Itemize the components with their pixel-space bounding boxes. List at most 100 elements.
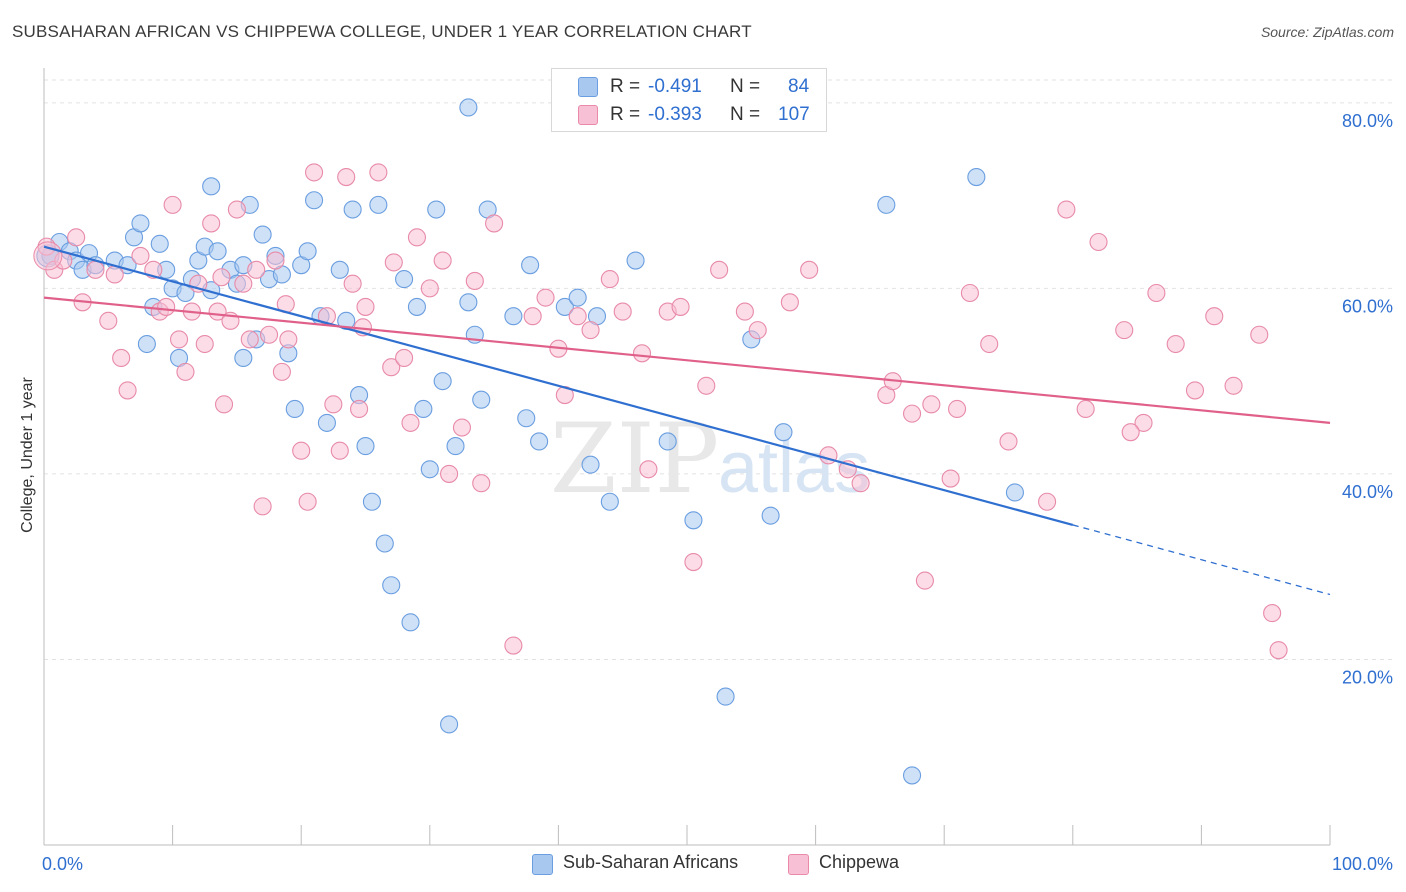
data-point: [208, 242, 227, 261]
data-point: [118, 381, 137, 400]
data-point-large: [33, 241, 63, 271]
data-point: [697, 376, 716, 395]
data-point: [414, 399, 433, 419]
data-point: [234, 348, 253, 368]
data-point: [433, 251, 452, 270]
data-point: [369, 195, 388, 214]
x-tick-label: 0.0%: [42, 854, 83, 874]
data-point: [212, 268, 231, 287]
data-point: [1076, 399, 1095, 419]
data-point: [369, 163, 388, 182]
y-tick-label: 60.0%: [1342, 296, 1393, 316]
data-point: [227, 200, 246, 219]
data-point: [967, 167, 986, 187]
data-point: [748, 321, 767, 340]
data-point: [1224, 376, 1243, 395]
y-tick-label: 80.0%: [1342, 111, 1393, 131]
data-point: [472, 390, 491, 409]
data-point: [600, 492, 619, 511]
tick-labels: 20.0% 40.0% 60.0% 80.0% 0.0% 100.0%: [42, 111, 1393, 874]
data-point: [395, 348, 414, 368]
data-point: [1057, 200, 1076, 219]
data-point: [761, 506, 780, 525]
data-point: [1269, 641, 1288, 660]
data-point: [362, 492, 381, 511]
data-point: [169, 330, 189, 349]
series-chippewa: [33, 163, 1288, 660]
data-point: [343, 274, 362, 293]
data-point: [240, 330, 259, 349]
data-point: [407, 228, 426, 247]
data-point: [298, 492, 317, 511]
data-point: [671, 297, 690, 316]
legend-n-label: N =: [730, 104, 761, 125]
data-point: [356, 437, 375, 456]
data-point: [684, 511, 703, 530]
data-point: [465, 271, 484, 291]
watermark-zip: ZIP: [550, 403, 719, 515]
data-point: [234, 274, 253, 293]
data-point: [902, 766, 922, 785]
series-sub-saharan-africans: [36, 98, 1024, 785]
data-point: [157, 297, 176, 316]
data-point: [684, 552, 703, 572]
legend-n-value: 84: [788, 76, 810, 97]
data-point: [658, 432, 677, 451]
chart-source: Source: ZipAtlas.com: [1260, 24, 1394, 40]
data-point: [948, 399, 967, 419]
data-point: [395, 270, 414, 289]
data-point: [292, 441, 311, 460]
legend-n-label: N =: [730, 76, 761, 97]
data-point: [202, 214, 221, 233]
legend-r-value: -0.491: [648, 76, 702, 97]
data-point: [420, 279, 439, 298]
data-point: [581, 455, 600, 474]
y-axis-label: College, Under 1 year: [19, 377, 36, 533]
grid-lines: [44, 79, 1392, 660]
data-point: [716, 687, 735, 706]
data-point: [774, 423, 793, 442]
data-point: [581, 321, 600, 340]
data-point: [253, 497, 272, 516]
data-point: [504, 636, 523, 655]
legend-r-label: R =: [610, 76, 641, 97]
data-point: [150, 234, 169, 253]
data-point: [401, 613, 420, 632]
data-point: [710, 260, 729, 279]
data-point: [632, 344, 652, 363]
data-point: [317, 413, 336, 432]
data-point: [568, 288, 587, 307]
data-point: [902, 404, 922, 423]
data-point: [472, 474, 491, 493]
data-point: [523, 307, 542, 326]
data-point: [1005, 483, 1024, 502]
data-point: [613, 302, 632, 321]
data-point: [305, 191, 324, 210]
legend-swatch-pink: [578, 105, 598, 125]
trend-lines: [43, 245, 1331, 596]
data-point: [922, 395, 941, 414]
data-point: [780, 293, 799, 312]
data-point: [298, 242, 317, 261]
data-point: [1121, 423, 1140, 442]
data-point: [324, 395, 343, 414]
legend-row-sub-saharan-africans: R = -0.491 N = 84: [552, 73, 826, 101]
data-point: [343, 200, 362, 219]
data-point: [536, 288, 555, 307]
data-point: [384, 253, 403, 272]
data-point: [915, 571, 934, 590]
chart-title: SUBSAHARAN AFRICAN VS CHIPPEWA COLLEGE, …: [12, 22, 752, 41]
data-point: [485, 214, 504, 233]
data-point: [272, 362, 291, 381]
data-point: [626, 251, 645, 270]
data-point: [214, 395, 234, 414]
legend-swatch-blue: [578, 77, 598, 97]
bottom-legend-label: Sub-Saharan Africans: [563, 852, 739, 872]
data-point: [401, 413, 420, 432]
data-point: [639, 460, 658, 479]
bottom-legend-swatch-pink: [788, 854, 809, 875]
data-point: [350, 399, 369, 419]
data-point: [941, 469, 960, 488]
data-point: [440, 464, 459, 483]
data-point: [356, 297, 375, 316]
